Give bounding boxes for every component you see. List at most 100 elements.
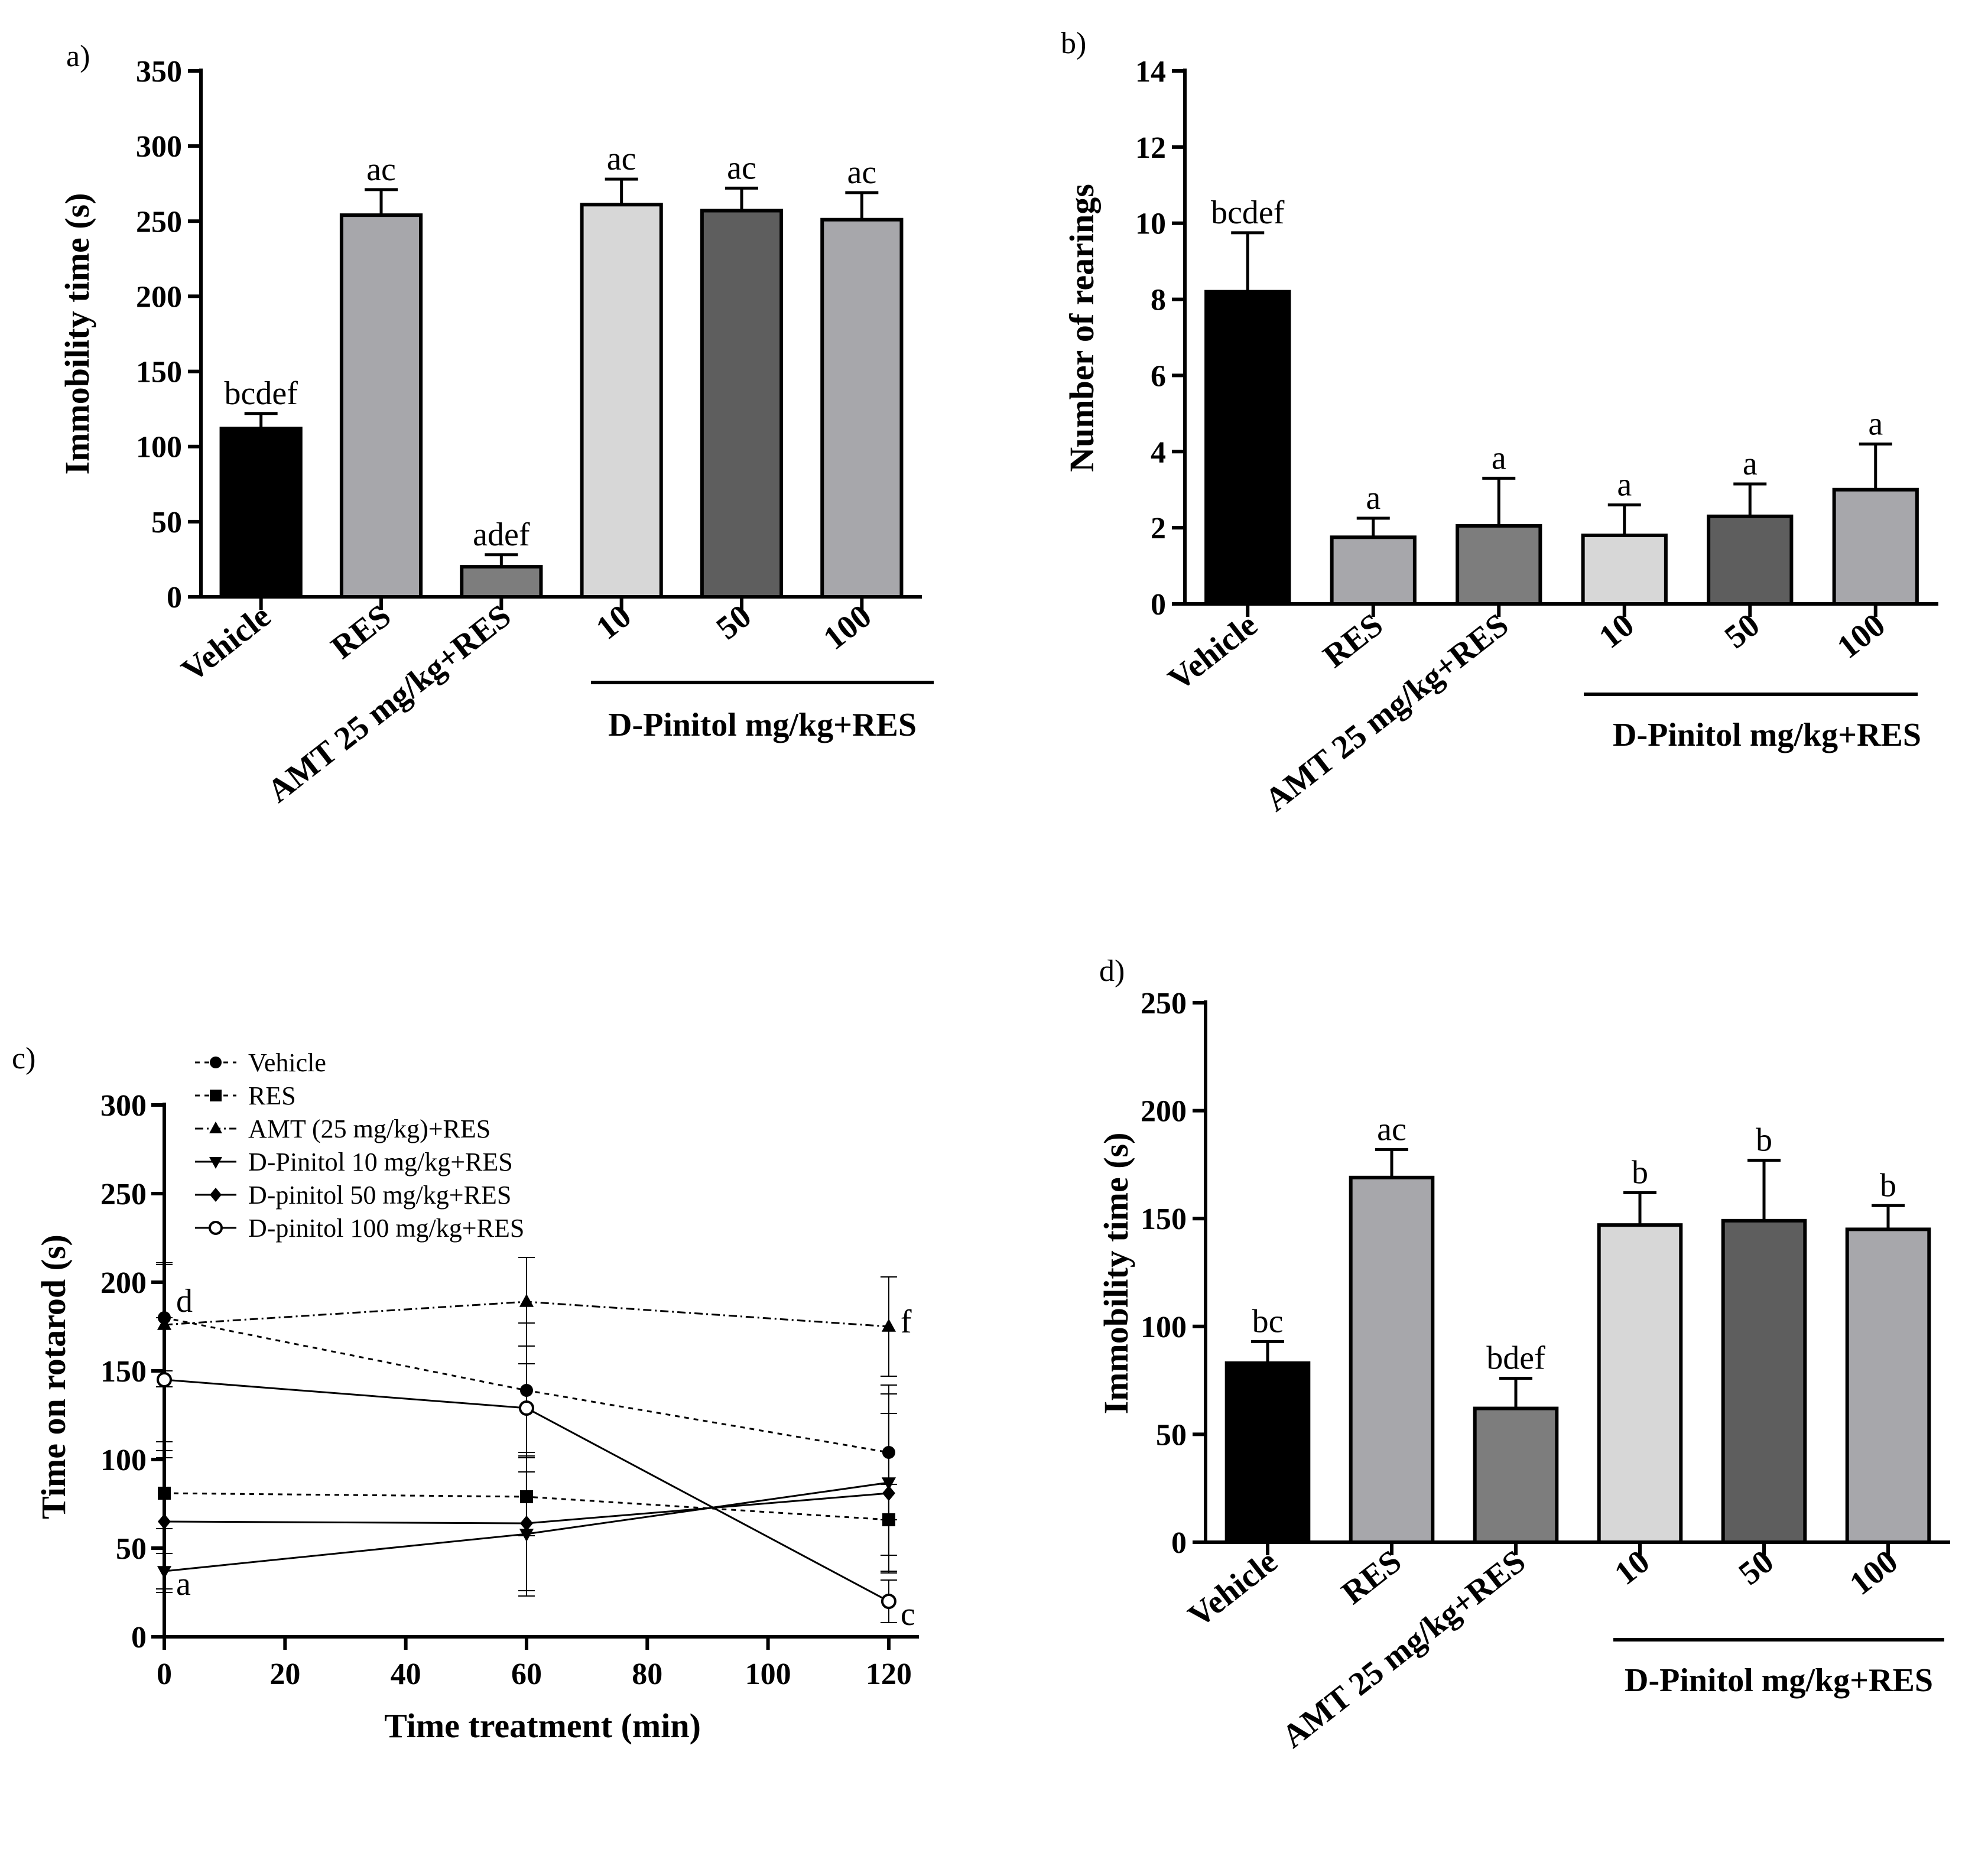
significance-letter: a: [1366, 480, 1380, 516]
data-point: [209, 1221, 223, 1235]
significance-letter: a: [1492, 440, 1506, 476]
data-point: [519, 1515, 533, 1532]
category-label: 100: [1830, 606, 1892, 666]
annotation-letter: a: [176, 1566, 191, 1603]
y-tick-label: 50: [116, 1532, 147, 1566]
significance-letter: ac: [607, 141, 636, 177]
bar: [1456, 524, 1542, 606]
y-tick-label: 200: [100, 1266, 147, 1300]
category-label: RES: [1335, 1543, 1408, 1611]
significance-letter: ac: [366, 151, 396, 188]
legend-label: D-pinitol 50 mg/kg+RES: [248, 1181, 511, 1210]
y-tick-label: 250: [1141, 987, 1187, 1020]
y-axis-title: Number of rearings: [1063, 184, 1101, 472]
x-tick-label: 20: [269, 1657, 300, 1691]
category-label: Vehicle: [1161, 606, 1264, 698]
y-axis-title: Immobility time (s): [58, 193, 96, 475]
category-label: RES: [324, 597, 398, 666]
bar: [219, 427, 303, 599]
category-label: RES: [1317, 606, 1390, 675]
y-axis-title: Immobility time (s): [1097, 1133, 1135, 1415]
annotation-letter: d: [176, 1283, 193, 1319]
bar: [820, 217, 904, 599]
group-label: D-Pinitol mg/kg+RES: [1625, 1662, 1933, 1699]
x-axis-title: Time treatment (min): [384, 1707, 701, 1745]
significance-letter: bc: [1252, 1303, 1284, 1340]
significance-letter: bcdef: [224, 375, 298, 412]
category-label: 10: [1592, 606, 1641, 655]
y-tick-label: 50: [1156, 1418, 1187, 1452]
x-tick-label: 100: [745, 1657, 791, 1691]
legend-label: AMT (25 mg/kg)+RES: [248, 1114, 490, 1143]
category-label: 10: [1608, 1543, 1656, 1592]
x-tick-label: 0: [157, 1657, 172, 1691]
significance-letter: ac: [727, 149, 756, 186]
data-point: [210, 1188, 222, 1202]
annotation-letter: c: [901, 1596, 915, 1633]
series-4: [156, 1413, 897, 1593]
y-tick-label: 10: [1135, 207, 1166, 241]
data-point: [881, 1594, 896, 1609]
y-tick-label: 0: [1151, 588, 1166, 622]
bar: [580, 203, 663, 599]
series-2: [156, 1257, 897, 1387]
y-tick-label: 200: [136, 280, 182, 314]
y-tick-label: 350: [136, 55, 182, 89]
data-point: [158, 1513, 171, 1530]
bar: [1204, 290, 1291, 606]
category-label: 10: [589, 597, 638, 646]
legend-label: RES: [248, 1081, 296, 1110]
y-tick-label: 250: [100, 1178, 147, 1211]
category-label: 100: [1843, 1543, 1905, 1603]
y-tick-label: 100: [1141, 1311, 1187, 1344]
y-tick-label: 250: [136, 205, 182, 239]
panel-label: b): [1061, 27, 1086, 60]
panel-a-immobility-chart: a) 0 50 100 150 200 250 300 350 Immobility time (…: [58, 40, 934, 810]
bar: [700, 209, 784, 599]
data-point: [519, 1293, 534, 1307]
series-5: [156, 1317, 897, 1623]
significance-letter: adef: [473, 516, 530, 553]
category-label: 50: [1718, 606, 1766, 655]
bar: [339, 213, 423, 599]
data-point: [881, 1318, 896, 1332]
bar: [1473, 1406, 1559, 1544]
group-label: D-Pinitol mg/kg+RES: [1613, 717, 1921, 753]
y-tick-label: 8: [1151, 284, 1166, 317]
y-tick-label: 0: [167, 581, 182, 615]
y-tick-label: 0: [1171, 1526, 1187, 1560]
group-label: D-Pinitol mg/kg+RES: [608, 707, 917, 743]
significance-letter: b: [1632, 1154, 1648, 1191]
significance-letter: a: [1617, 466, 1632, 503]
panel-label: c): [12, 1042, 35, 1075]
significance-letter: ac: [847, 154, 876, 191]
bar: [1845, 1227, 1931, 1544]
panel-c-rotarod-chart: c) 0 50 100 150 200 250 300 0 20 40 60 80 100 120 Time …: [12, 1042, 919, 1745]
y-tick-label: 150: [100, 1355, 147, 1389]
legend-label: D-pinitol 100 mg/kg+RES: [248, 1214, 524, 1243]
y-tick-label: 100: [100, 1444, 147, 1477]
category-label: 100: [817, 597, 878, 657]
data-point: [210, 1057, 222, 1068]
data-point: [210, 1090, 222, 1101]
data-point: [882, 1485, 895, 1501]
bar: [1597, 1223, 1683, 1544]
data-point: [518, 1400, 534, 1416]
bar: [1581, 534, 1668, 606]
x-tick-label: 40: [391, 1657, 421, 1691]
x-tick-label: 80: [632, 1657, 662, 1691]
legend-label: D-Pinitol 10 mg/kg+RES: [248, 1148, 513, 1176]
data-point: [157, 1372, 172, 1387]
category-label: AMT 25 mg/kg+RES: [1258, 606, 1515, 818]
y-tick-label: 50: [151, 506, 182, 539]
bar: [1330, 535, 1417, 606]
panel-label: d): [1099, 954, 1125, 988]
significance-letter: bcdef: [1211, 194, 1285, 231]
category-label: Vehicle: [175, 597, 278, 689]
panel-b-rearings-chart: b) 0 2 4 6 8 10 12 14 Number of rearings bcdef Vehi…: [1061, 27, 1938, 818]
panel-label: a): [66, 40, 90, 73]
bar: [1349, 1175, 1435, 1544]
y-tick-label: 100: [136, 431, 182, 464]
y-tick-label: 4: [1151, 435, 1166, 469]
